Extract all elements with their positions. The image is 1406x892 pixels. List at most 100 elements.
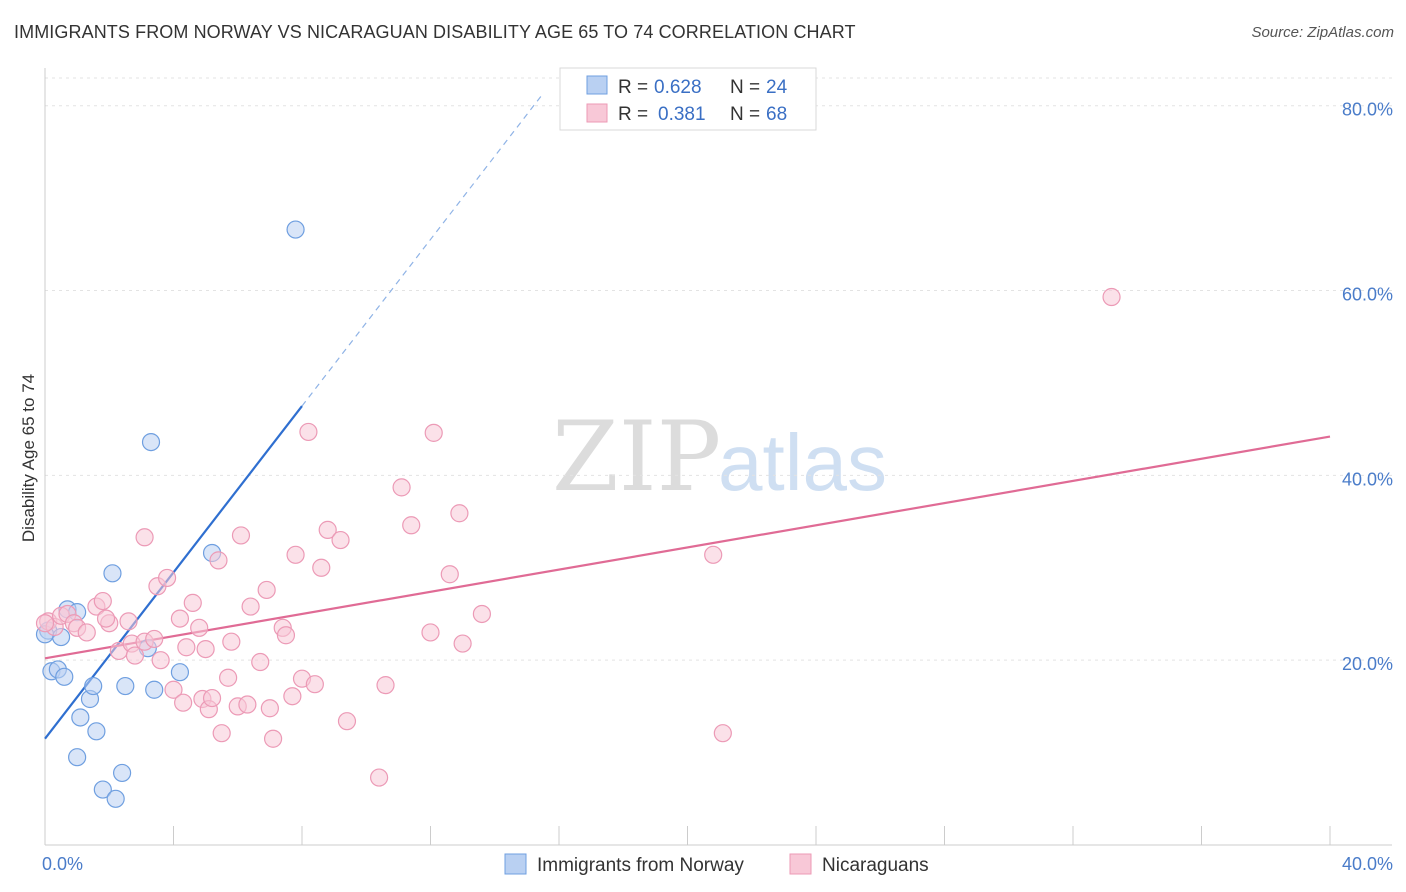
series-nicaraguans [35,287,1121,787]
y-tick-label-80: 80.0% [1342,100,1393,120]
nicaraguans-point-52[interactable] [370,768,389,787]
nicaraguans-point-60[interactable] [453,634,472,653]
nicaraguans-point-24[interactable] [183,593,202,612]
y-tick-label-60: 60.0% [1342,285,1393,305]
watermark-zip: ZIP [552,401,721,513]
nicaraguans-point-15[interactable] [135,528,154,547]
bottom-legend-label-nicaraguans[interactable]: Nicaraguans [822,855,929,876]
legend-r-label-norway: R = [618,77,648,98]
legend-swatch-norway [586,75,608,95]
nicaraguans-point-63[interactable] [713,724,732,743]
nicaraguans-point-54[interactable] [392,478,411,497]
nicaraguans-point-57[interactable] [424,423,443,442]
nicaraguans-point-43[interactable] [283,687,302,706]
nicaraguans-point-51[interactable] [337,712,357,731]
norway-point-22[interactable] [286,220,305,239]
nicaraguans-point-39[interactable] [260,699,279,718]
nicaraguans-point-30[interactable] [212,724,231,743]
nicaraguans-point-46[interactable] [299,422,318,442]
nicaraguans-point-66[interactable] [96,609,116,628]
nicaraguans-point-65[interactable] [35,614,55,633]
nicaraguans-point-64[interactable] [1102,287,1121,307]
norway-point-14[interactable] [106,789,125,808]
nicaraguans-point-6[interactable] [77,623,96,642]
norway-point-19[interactable] [145,680,164,699]
norway-point-12[interactable] [103,564,122,583]
nicaraguans-point-19[interactable] [157,568,177,588]
legend-r-value-nicaraguans: 0.381 [658,104,706,125]
nicaraguans-point-22[interactable] [174,693,193,712]
nicaraguans-point-48[interactable] [312,558,331,577]
nicaraguans-point-35[interactable] [238,695,257,714]
norway-point-10[interactable] [87,722,106,741]
trend-extension-norway [301,93,544,407]
nicaraguans-point-29[interactable] [209,551,228,570]
nicaraguans-point-38[interactable] [257,580,276,600]
nicaraguans-point-34[interactable] [231,526,251,545]
trend-line-nicaraguans [44,435,1331,660]
nicaraguans-point-11[interactable] [119,612,138,631]
legend-swatch-nicaraguans [586,103,608,123]
norway-point-18[interactable] [141,432,161,452]
legend-n-label-norway: N = [730,77,760,98]
norway-point-7[interactable] [71,708,90,727]
legend-r-label-nicaraguans: R = [618,104,648,125]
nicaraguans-point-37[interactable] [251,652,270,672]
norway-point-20[interactable] [170,663,190,682]
nicaraguans-point-25[interactable] [190,618,209,637]
watermark-atlas: atlas [718,418,887,507]
nicaraguans-point-55[interactable] [402,516,421,535]
correlation-legend: R = 0.628 N = 24 R = 0.381 N = 68 [559,67,817,131]
bottom-legend-swatch-norway[interactable] [504,853,527,875]
norway-point-15[interactable] [112,763,132,783]
norway-point-11[interactable] [68,748,87,767]
legend-n-label-nicaraguans: N = [730,104,760,125]
nicaraguans-point-44[interactable] [286,545,305,564]
nicaraguans-point-28[interactable] [202,688,222,708]
legend-n-value-nicaraguans: 68 [766,104,787,125]
nicaraguans-point-36[interactable] [241,597,260,616]
bottom-legend-swatch-nicaraguans[interactable] [789,853,812,875]
nicaraguans-point-20[interactable] [164,680,183,699]
nicaraguans-point-18[interactable] [151,651,170,670]
nicaraguans-point-61[interactable] [472,604,491,624]
source-credit: Source: ZipAtlas.com [1251,24,1394,41]
legend-r-value-norway: 0.628 [654,77,702,98]
chart-title: IMMIGRANTS FROM NORWAY VS NICARAGUAN DIS… [14,22,856,42]
legend-n-value-norway: 24 [766,77,788,98]
bottom-legend-label-norway[interactable]: Immigrants from Norway [537,855,744,876]
nicaraguans-point-21[interactable] [170,609,190,628]
nicaraguans-point-31[interactable] [219,668,238,687]
norway-point-13[interactable] [93,780,112,799]
nicaraguans-point-32[interactable] [222,632,241,651]
nicaraguans-point-13[interactable] [125,646,145,665]
nicaraguans-point-47[interactable] [305,675,324,694]
nicaraguans-point-62[interactable] [704,545,723,564]
x-tick-label-40: 40.0% [1342,854,1393,874]
nicaraguans-point-53[interactable] [376,676,395,695]
gridlines [45,77,1392,661]
norway-point-9[interactable] [84,676,103,696]
norway-point-4[interactable] [55,667,74,686]
axes: 20.0% 40.0% 60.0% 80.0% 0.0% 40.0% [42,68,1393,874]
nicaraguans-point-16[interactable] [145,629,164,649]
norway-point-16[interactable] [116,676,135,696]
nicaraguans-point-49[interactable] [318,520,337,539]
nicaraguans-point-8[interactable] [93,591,112,611]
series-legend: Immigrants from Norway Nicaraguans [504,853,929,876]
y-axis-label: Disability Age 65 to 74 [19,374,38,542]
data-points[interactable] [35,220,1121,808]
nicaraguans-point-50[interactable] [331,530,350,550]
nicaraguans-point-67[interactable] [196,639,215,659]
nicaraguans-point-40[interactable] [263,729,283,748]
nicaraguans-point-59[interactable] [450,504,469,523]
y-tick-label-20: 20.0% [1342,654,1393,674]
nicaraguans-point-58[interactable] [440,565,459,584]
nicaraguans-point-23[interactable] [177,638,196,657]
nicaraguans-point-42[interactable] [276,626,296,645]
series-norway [35,220,305,808]
nicaraguans-point-56[interactable] [421,623,440,642]
y-tick-label-40: 40.0% [1342,469,1393,489]
x-tick-label-0: 0.0% [42,854,83,874]
